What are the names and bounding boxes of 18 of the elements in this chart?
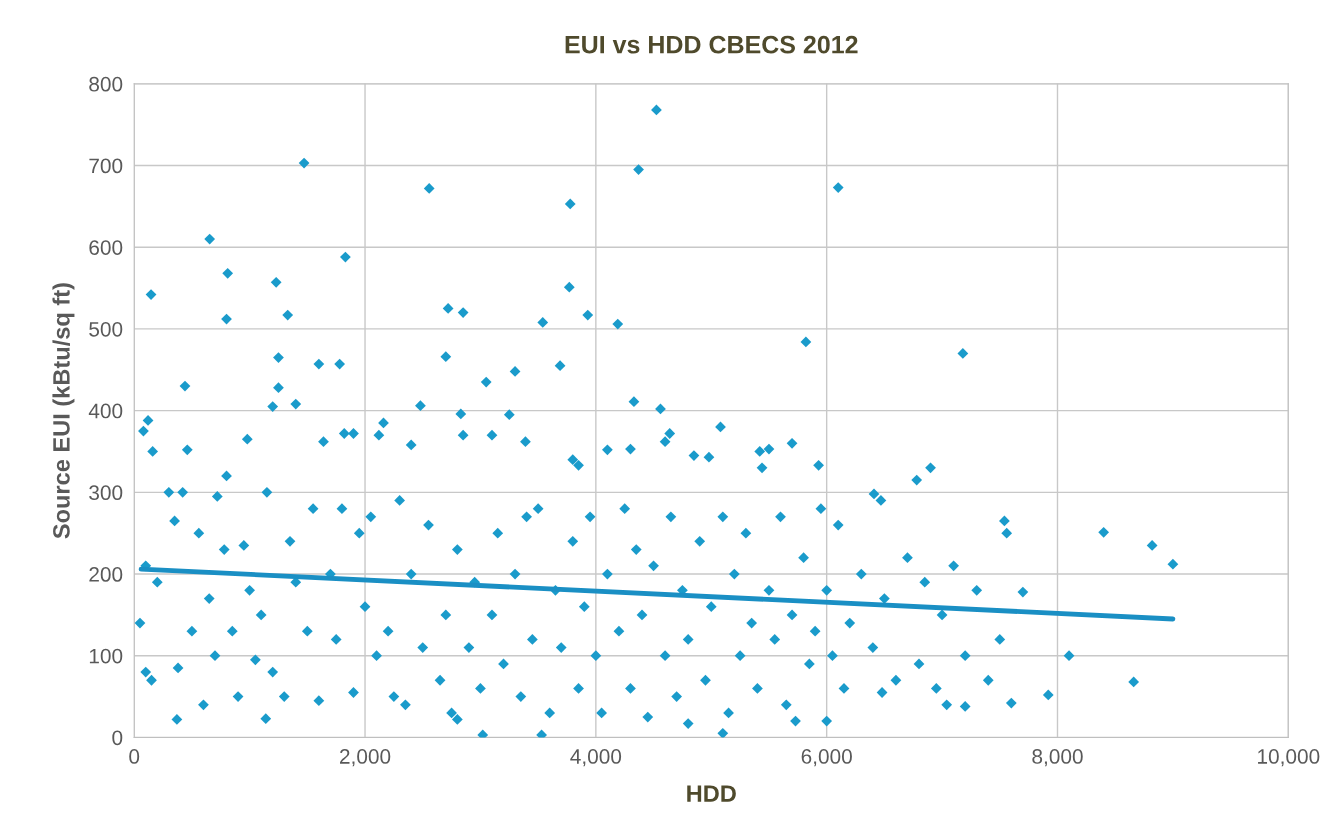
y-axis-title: Source EUI (kBtu/sq ft) — [52, 283, 75, 539]
x-tick-label: 4,000 — [570, 749, 622, 767]
y-tick-label: 0 — [112, 730, 123, 746]
y-tick-label: 300 — [89, 485, 123, 501]
y-tick-label: 200 — [89, 567, 123, 582]
chart-title: EUI vs HDD CBECS 2012 — [565, 35, 858, 54]
x-tick-label: 10,000 — [1258, 749, 1320, 767]
x-axis-title: HDD — [687, 785, 736, 802]
x-tick-label: 0 — [129, 749, 140, 764]
x-tick-label: 8,000 — [1032, 749, 1083, 767]
y-tick-label: 700 — [89, 158, 123, 174]
y-tick-label: 500 — [89, 321, 123, 337]
y-tick-label: 600 — [89, 240, 123, 255]
y-tick-label: 800 — [89, 76, 123, 92]
y-tick-label: 100 — [89, 648, 123, 664]
y-tick-label: 400 — [88, 403, 123, 419]
x-tick-label: 2,000 — [340, 749, 391, 767]
x-tick-label: 6,000 — [801, 749, 852, 767]
